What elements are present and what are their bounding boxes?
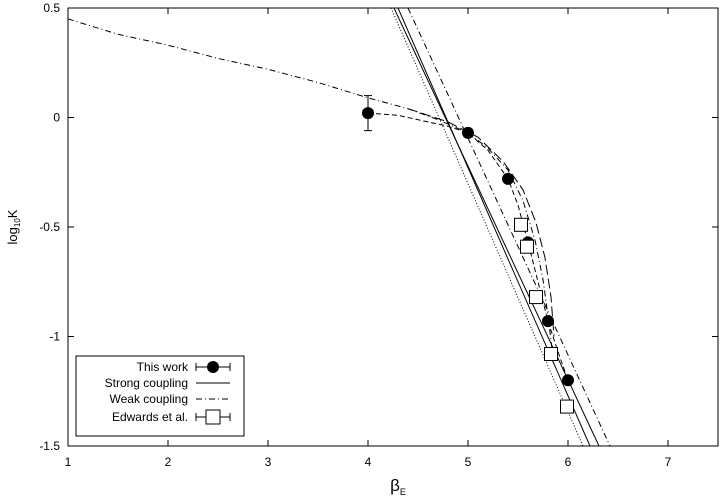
data-point-this-work — [542, 315, 554, 328]
series-line-weak-coupling — [68, 18, 553, 350]
extra-curve-1 — [367, 112, 569, 381]
x-tick-label: 2 — [165, 455, 172, 469]
data-point-this-work — [362, 107, 374, 120]
x-tick-label: 1 — [65, 455, 72, 469]
data-point-this-work — [502, 172, 514, 185]
x-axis-title-main: β — [390, 476, 400, 495]
data-point-edwards — [520, 239, 534, 254]
y-tick-label: -1.5 — [39, 439, 60, 453]
x-axis-title-sub: E — [400, 487, 406, 497]
data-point-edwards — [529, 290, 543, 305]
x-tick-label: 4 — [365, 455, 372, 469]
markers — [362, 95, 574, 414]
x-tick-label: 5 — [465, 455, 472, 469]
extra-curve-2 — [407, 108, 555, 337]
data-point-this-work — [562, 374, 574, 387]
axis-ticks: 1 2 3 4 5 6 7 0.5 0 -0.5 -1 -1.5 — [39, 1, 718, 469]
y-axis-title-suffix: K — [5, 209, 20, 218]
y-tick-label: 0.5 — [43, 1, 60, 15]
y-axis-title-main: log — [5, 227, 20, 244]
y-axis-title-sub: 10 — [13, 218, 22, 227]
data-point-edwards — [514, 217, 528, 232]
series-line-strong-coupling — [393, 8, 600, 446]
x-tick-label: 7 — [665, 455, 672, 469]
data-point-this-work — [462, 126, 474, 139]
legend-label-strong-coupling: Strong coupling — [105, 376, 188, 390]
x-axis-title: βE — [390, 476, 406, 497]
data-point-edwards — [560, 399, 574, 414]
x-tick-label: 3 — [265, 455, 272, 469]
legend-label-edwards: Edwards et al. — [112, 410, 188, 424]
y-tick-label: 0 — [53, 111, 60, 125]
y-tick-label: -0.5 — [39, 220, 60, 234]
extra-curve-5 — [407, 8, 611, 446]
legend: This work Strong coupling Weak coupling … — [75, 355, 245, 437]
legend-sample-edwards — [195, 409, 231, 425]
data-point-edwards — [544, 347, 558, 362]
extra-curve-3 — [390, 8, 584, 446]
legend-label-weak-coupling: Weak coupling — [110, 392, 189, 406]
y-axis-title: log10K — [5, 209, 22, 244]
y-tick-label: -1 — [49, 330, 60, 344]
extra-curve-4 — [397, 8, 591, 446]
x-tick-label: 6 — [565, 455, 572, 469]
legend-sample-this-work — [195, 361, 231, 373]
curves — [68, 8, 611, 446]
legend-label-this-work: This work — [137, 360, 189, 374]
